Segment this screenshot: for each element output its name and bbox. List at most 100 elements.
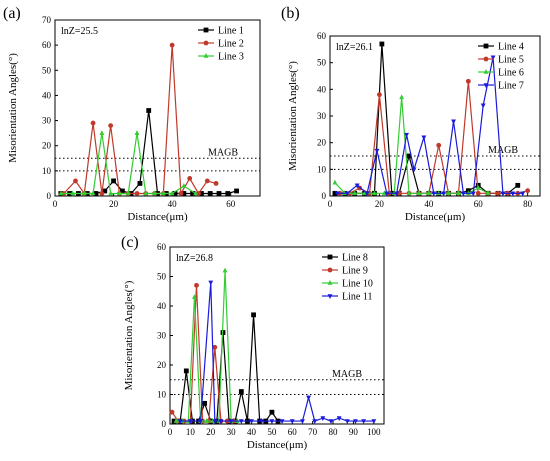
data-point <box>320 416 326 422</box>
panel-label: (b) <box>281 5 300 22</box>
data-point <box>99 191 105 196</box>
y-tick-label: 30 <box>317 111 327 121</box>
lnz-annotation: lnZ=25.5 <box>61 26 98 37</box>
data-point <box>108 123 114 128</box>
data-point <box>183 368 189 374</box>
data-point <box>483 56 489 62</box>
data-point <box>470 191 476 197</box>
data-point <box>421 135 427 141</box>
data-point <box>510 191 516 197</box>
y-tick-label: 60 <box>157 242 167 252</box>
data-point <box>306 395 311 401</box>
x-tick-label: 30 <box>227 427 237 437</box>
x-tick-label: 100 <box>367 427 381 437</box>
data-point <box>269 409 275 415</box>
data-point <box>327 254 333 260</box>
data-point <box>212 344 218 350</box>
data-point <box>251 312 256 318</box>
magb-label: MAGB <box>488 145 518 156</box>
series-line <box>337 57 523 195</box>
lnz-annotation: lnZ=26.8 <box>176 253 213 264</box>
data-point <box>225 191 231 196</box>
data-point <box>475 185 481 190</box>
data-point <box>90 190 96 196</box>
data-point <box>160 190 166 196</box>
data-point <box>187 176 193 181</box>
legend-label: Line 8 <box>342 253 368 264</box>
data-point <box>327 280 333 285</box>
data-point <box>269 419 275 425</box>
data-point <box>198 419 203 425</box>
data-point <box>381 190 387 196</box>
data-point <box>213 181 219 186</box>
y-axis-title: Misorientation Angles(°) <box>287 61 299 171</box>
data-point <box>483 83 489 88</box>
legend-label: Line 7 <box>498 81 524 92</box>
data-point <box>394 191 400 197</box>
data-point <box>515 182 521 188</box>
data-point <box>446 190 451 196</box>
data-point <box>327 267 333 273</box>
legend-label: Line 9 <box>342 266 368 277</box>
data-point <box>228 419 234 425</box>
y-axis-title: Misorientation Angles(°) <box>7 53 19 163</box>
x-tick-label: 60 <box>288 427 298 437</box>
data-point <box>377 92 382 98</box>
x-tick-label: 90 <box>349 427 359 437</box>
plot-frame <box>54 19 261 197</box>
x-axis-title: Distance(μm) <box>127 211 188 223</box>
data-point <box>371 419 377 425</box>
chart-panel-2: (b) 0 20 40 60 80 0 10 20 30 40 50 60 Distance(μm) Mis… <box>281 5 541 223</box>
x-tick-label: 60 <box>226 199 236 209</box>
y-tick-label: 40 <box>42 90 52 100</box>
data-point <box>327 294 333 299</box>
y-tick-label: 10 <box>42 166 52 176</box>
data-point <box>332 179 338 185</box>
magb-label: MAGB <box>332 369 362 380</box>
y-tick-label: 40 <box>157 301 167 311</box>
y-tick-label: 60 <box>42 40 52 50</box>
data-point <box>384 191 390 197</box>
data-point <box>190 191 196 196</box>
data-point <box>399 94 405 100</box>
data-point <box>289 419 295 425</box>
data-point <box>73 178 78 184</box>
data-point <box>203 40 209 46</box>
series-line-7 <box>335 55 526 197</box>
data-point <box>216 191 222 196</box>
data-point <box>456 190 461 196</box>
data-point <box>436 142 442 148</box>
y-tick-label: 20 <box>317 138 327 148</box>
data-point <box>146 108 152 113</box>
data-point <box>461 191 466 197</box>
data-point <box>181 191 187 196</box>
legend-label: Line 2 <box>218 39 244 50</box>
panel-label: (c) <box>121 234 139 251</box>
data-point <box>404 132 409 138</box>
data-point <box>58 190 64 196</box>
data-point <box>169 190 175 196</box>
x-tick-label: 0 <box>328 199 333 209</box>
data-point <box>336 416 342 422</box>
series-line-11 <box>177 280 377 425</box>
data-point <box>171 418 177 424</box>
data-point <box>352 190 358 196</box>
x-tick-label: 20 <box>206 427 216 437</box>
y-tick-label: 30 <box>42 116 52 126</box>
data-point <box>426 190 432 196</box>
data-point <box>328 419 334 425</box>
data-point <box>199 191 204 196</box>
data-point <box>207 191 213 196</box>
data-point <box>364 191 370 197</box>
data-point <box>332 190 338 196</box>
series-line-6 <box>332 94 491 196</box>
data-point <box>249 419 254 425</box>
lnz-annotation: lnZ=26.1 <box>336 42 373 53</box>
y-tick-label: 0 <box>47 191 52 201</box>
series-line-5 <box>337 78 531 196</box>
y-tick-label: 20 <box>42 141 52 151</box>
data-point <box>354 183 360 189</box>
data-point <box>475 190 481 196</box>
data-point <box>90 120 96 126</box>
data-point <box>203 27 209 33</box>
